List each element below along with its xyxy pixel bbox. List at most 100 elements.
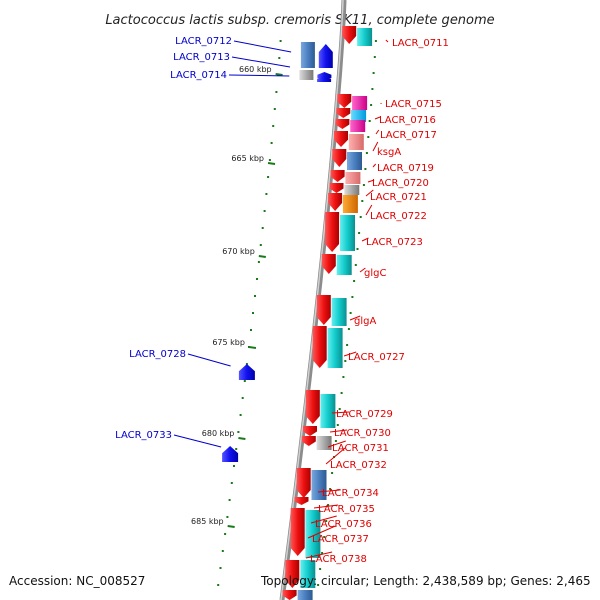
gene-label-lacr_0721[interactable]: LACR_0721: [370, 192, 427, 203]
axis-tick-mark: [238, 437, 246, 440]
reverse-gene-arrow: [317, 72, 332, 78]
left-dot: [252, 312, 254, 314]
reverse-gene-arrow: [238, 364, 255, 380]
gene-label-lacr_0720[interactable]: LACR_0720: [372, 178, 429, 189]
forward-gene-arrow: [285, 560, 300, 588]
cog-feature-track: [297, 28, 373, 600]
gene-label-lacr_0735[interactable]: LACR_0735: [318, 504, 375, 515]
reverse-gene-arrow: [222, 446, 239, 462]
left-dot: [259, 244, 262, 246]
gene-label-lacr_0717[interactable]: LACR_0717: [380, 130, 437, 141]
reverse-gene-arrow: [317, 76, 332, 82]
left-dot: [273, 108, 276, 110]
gene-label-lacr_0719[interactable]: LACR_0719: [377, 163, 434, 174]
cog-feature-box: [299, 70, 314, 80]
right-dot: [359, 216, 362, 218]
forward-gene-arrow: [342, 26, 357, 44]
right-dot: [334, 440, 337, 442]
gene-label-glga[interactable]: glgA: [354, 316, 376, 327]
right-dot: [349, 312, 352, 314]
gene-label-lacr_0734[interactable]: LACR_0734: [322, 488, 379, 499]
gene-label-lacr_0738[interactable]: LACR_0738: [310, 554, 367, 565]
cog-feature-box: [311, 470, 327, 500]
gene-label-lacr_0722[interactable]: LACR_0722: [370, 211, 427, 222]
label-connector: [365, 204, 373, 216]
gene-label-lacr_0715[interactable]: LACR_0715: [385, 99, 442, 110]
tick-dots: [217, 40, 377, 586]
axis-tick-label: 670 kbp: [222, 247, 255, 256]
left-dot: [219, 567, 222, 569]
gene-label-lacr_0728[interactable]: LACR_0728: [129, 349, 186, 360]
gene-label-lacr_0737[interactable]: LACR_0737: [312, 534, 369, 545]
cog-feature-box: [331, 298, 347, 326]
label-connector: [329, 429, 348, 433]
cog-feature-box: [336, 255, 352, 275]
gene-label-lacr_0733[interactable]: LACR_0733: [115, 430, 172, 441]
label-connector: [349, 315, 361, 321]
gene-label-lacr_0730[interactable]: LACR_0730: [334, 428, 391, 439]
gene-label-ksga[interactable]: ksgA: [377, 147, 401, 158]
left-dot: [235, 448, 238, 450]
label-connector: [228, 74, 290, 77]
gene-label-lacr_0732[interactable]: LACR_0732: [330, 460, 387, 471]
forward-gene-arrow: [330, 170, 345, 182]
right-dot: [371, 88, 374, 90]
forward-gene-arrow: [294, 497, 309, 505]
left-dot: [233, 465, 235, 467]
right-dot: [342, 376, 345, 378]
gene-label-lacr_0731[interactable]: LACR_0731: [332, 443, 389, 454]
gene-label-lacr_0711[interactable]: LACR_0711: [392, 38, 449, 49]
gene-label-lacr_0714[interactable]: LACR_0714: [170, 70, 227, 81]
gene-label-lacr_0729[interactable]: LACR_0729: [336, 409, 393, 420]
left-dot: [250, 329, 252, 331]
label-connectors: [173, 39, 389, 559]
left-dot: [221, 550, 224, 552]
left-dot: [254, 295, 256, 297]
gene-label-lacr_0723[interactable]: LACR_0723: [366, 237, 423, 248]
label-connector: [310, 515, 337, 524]
gene-label-lacr_0716[interactable]: LACR_0716: [379, 115, 436, 126]
forward-gene-arrow: [316, 295, 331, 325]
cog-feature-box: [342, 195, 358, 213]
left-dot: [265, 193, 268, 195]
cog-feature-box: [316, 436, 332, 450]
forward-gene-arrow: [328, 193, 343, 211]
forward-gene-arrow: [325, 212, 340, 252]
forward-gene-arrow: [282, 590, 297, 600]
axis-tick-mark: [258, 255, 266, 258]
gene-label-glgc[interactable]: glgC: [364, 268, 386, 279]
gene-label-lacr_0712[interactable]: LACR_0712: [175, 36, 232, 47]
cog-feature-box: [320, 394, 336, 428]
axis-tick-mark: [267, 162, 276, 165]
label-connector: [375, 129, 380, 135]
gene-labels: LACR_0711 LACR_0715 LACR_0716 LACR_0717 ksgA…: [115, 36, 449, 565]
label-connector: [317, 489, 340, 493]
label-connector: [343, 351, 357, 357]
right-dot: [346, 344, 349, 346]
cog-feature-box: [348, 134, 364, 150]
left-dot: [279, 40, 282, 42]
forward-gene-arrow: [321, 254, 336, 274]
gene-label-lacr_0713[interactable]: LACR_0713: [173, 52, 230, 63]
label-connector: [331, 411, 350, 414]
left-dot: [257, 261, 260, 263]
axis-tick-label: 680 kbp: [202, 429, 235, 438]
axis-tick-mark: [275, 73, 283, 76]
right-dot: [368, 120, 371, 122]
gene-label-lacr_0727[interactable]: LACR_0727: [348, 352, 405, 363]
label-connector: [359, 267, 366, 273]
cog-feature-box: [347, 152, 362, 170]
axis-tick-mark: [248, 346, 257, 349]
right-dot: [329, 488, 332, 490]
label-connector: [372, 141, 379, 152]
map-title: Lactococcus lactis subsp. cremoris SK11,…: [105, 13, 494, 28]
right-dot: [344, 360, 347, 362]
forward-gene-arrow: [296, 468, 311, 498]
forward-gene-arrow: [335, 119, 350, 129]
right-dot: [331, 472, 334, 474]
right-dot: [317, 584, 320, 586]
axis-tick-label: 675 kbp: [212, 338, 245, 347]
right-dot: [367, 136, 370, 138]
gene-label-lacr_0736[interactable]: LACR_0736: [315, 519, 372, 530]
right-dot: [356, 248, 359, 250]
